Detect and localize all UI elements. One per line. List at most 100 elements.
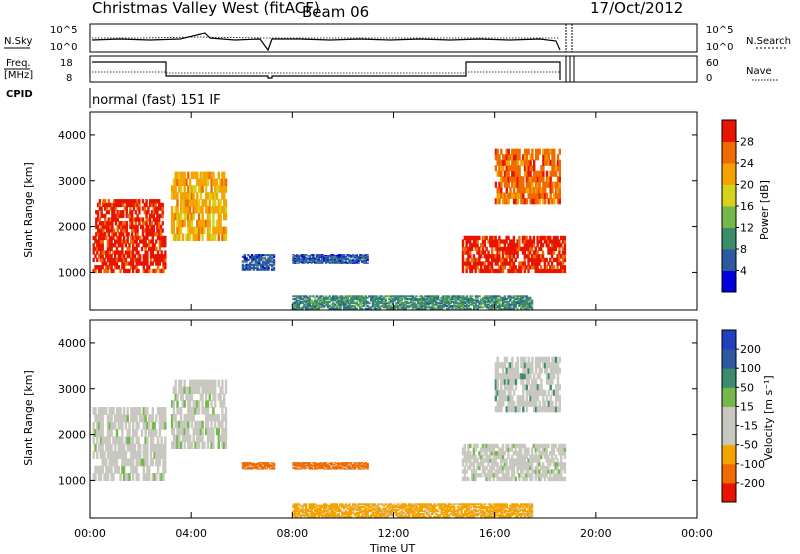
data-cell bbox=[212, 407, 215, 415]
data-cell bbox=[469, 443, 472, 449]
data-cell bbox=[380, 299, 384, 302]
data-cell bbox=[364, 303, 367, 306]
data-cell bbox=[427, 503, 431, 506]
data-cell bbox=[507, 198, 510, 205]
data-cell bbox=[114, 250, 117, 255]
data-cell bbox=[463, 476, 466, 482]
data-cell bbox=[330, 506, 333, 509]
data-cell bbox=[341, 260, 344, 262]
data-cell bbox=[341, 256, 344, 259]
data-cell bbox=[183, 414, 186, 422]
data-cell bbox=[357, 305, 360, 307]
data-cell bbox=[422, 515, 425, 518]
data-cell bbox=[542, 181, 545, 188]
data-cell bbox=[346, 300, 349, 303]
data-cell bbox=[117, 250, 120, 255]
data-cell bbox=[518, 300, 521, 303]
data-cell bbox=[427, 302, 431, 305]
data-cell bbox=[319, 298, 322, 301]
data-cell bbox=[391, 302, 395, 305]
data-cell bbox=[550, 265, 554, 270]
data-cell bbox=[205, 379, 208, 388]
data-cell bbox=[344, 504, 348, 507]
data-cell bbox=[563, 257, 567, 263]
data-cell bbox=[135, 235, 138, 241]
data-cell bbox=[196, 171, 199, 180]
data-cell bbox=[514, 165, 518, 172]
data-cell bbox=[174, 185, 177, 193]
data-cell bbox=[370, 515, 373, 518]
data-cell bbox=[252, 257, 256, 260]
data-cell bbox=[377, 302, 380, 305]
data-cell bbox=[397, 506, 400, 509]
data-cell bbox=[415, 506, 418, 509]
data-cell bbox=[473, 515, 476, 518]
data-cell bbox=[533, 165, 536, 172]
data-cell bbox=[411, 506, 414, 509]
data-cell bbox=[485, 254, 488, 259]
data-cell bbox=[465, 469, 468, 474]
data-cell bbox=[144, 246, 147, 252]
data-cell bbox=[560, 265, 563, 270]
data-cell bbox=[400, 511, 404, 514]
data-cell bbox=[509, 513, 512, 515]
data-cell bbox=[483, 235, 486, 241]
data-cell bbox=[391, 508, 395, 511]
data-cell bbox=[219, 386, 222, 394]
data-cell bbox=[130, 261, 133, 266]
data-cell bbox=[134, 217, 137, 222]
data-cell bbox=[219, 212, 222, 221]
data-cell bbox=[174, 414, 177, 422]
data-cell bbox=[487, 298, 490, 301]
data-cell bbox=[179, 206, 183, 214]
data-cell bbox=[370, 514, 373, 517]
data-cell bbox=[326, 511, 330, 514]
data-cell bbox=[151, 239, 154, 244]
data-cell bbox=[305, 510, 308, 513]
data-cell bbox=[317, 305, 320, 307]
data-cell bbox=[353, 302, 357, 305]
data-cell bbox=[337, 508, 340, 511]
data-cell bbox=[507, 159, 510, 166]
data-cell bbox=[119, 254, 122, 259]
data-cell bbox=[362, 464, 366, 467]
data-cell bbox=[148, 473, 151, 481]
data-cell bbox=[366, 257, 369, 260]
data-cell bbox=[471, 513, 474, 515]
data-cell bbox=[99, 443, 103, 452]
data-cell bbox=[424, 303, 427, 306]
data-cell bbox=[319, 303, 322, 306]
data-cell bbox=[178, 226, 181, 235]
data-cell bbox=[496, 159, 499, 166]
data-cell bbox=[465, 307, 469, 310]
data-cell bbox=[454, 514, 458, 517]
data-cell bbox=[474, 298, 478, 301]
data-cell bbox=[337, 258, 340, 261]
data-cell bbox=[272, 466, 276, 469]
data-cell bbox=[429, 513, 432, 515]
data-cell bbox=[505, 250, 508, 255]
data-cell bbox=[545, 243, 548, 248]
data-cell bbox=[498, 303, 501, 306]
data-cell bbox=[469, 295, 472, 298]
data-cell bbox=[514, 246, 517, 252]
data-cell bbox=[346, 296, 349, 299]
data-cell bbox=[104, 213, 107, 219]
data-cell bbox=[507, 154, 510, 161]
data-cell bbox=[301, 254, 304, 256]
data-cell bbox=[155, 268, 158, 274]
data-cell bbox=[315, 258, 319, 261]
data-cell bbox=[122, 224, 125, 230]
data-cell bbox=[480, 298, 483, 301]
data-cell bbox=[527, 192, 530, 199]
data-cell bbox=[99, 429, 103, 437]
data-cell bbox=[314, 262, 317, 264]
data-cell bbox=[183, 185, 186, 193]
data-cell bbox=[147, 224, 150, 230]
data-cell bbox=[104, 224, 107, 230]
data-cell bbox=[197, 400, 201, 408]
data-cell bbox=[260, 465, 263, 467]
data-cell bbox=[103, 261, 106, 266]
data-cell bbox=[319, 464, 322, 467]
data-cell bbox=[483, 514, 487, 517]
